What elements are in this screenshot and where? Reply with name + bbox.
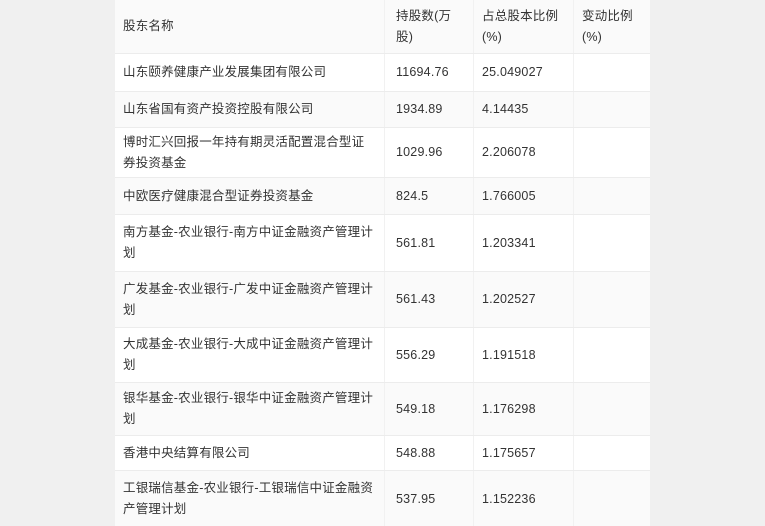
table-row: 银华基金-农业银行-银华中证金融资产管理计划 549.18 1.176298 (115, 383, 650, 436)
shares-held-cell: 824.5 (384, 178, 473, 214)
shareholder-name-cell: 广发基金-农业银行-广发中证金融资产管理计划 (123, 281, 374, 317)
pct-of-total-cell: 1.203341 (473, 215, 573, 271)
pct-of-total-cell: 1.175657 (473, 436, 573, 470)
shares-held-cell: 549.18 (384, 383, 473, 435)
table-row: 工银瑞信基金-农业银行-工银瑞信中证金融资产管理计划 537.95 1.1522… (115, 471, 650, 526)
change-pct-cell (573, 272, 650, 327)
shareholder-name-cell: 山东省国有资产投资控股有限公司 (123, 102, 314, 116)
change-pct-cell (573, 215, 650, 271)
column-header-shares-held: 持股数(万股) (384, 0, 473, 53)
pct-of-total-cell: 25.049027 (473, 54, 573, 91)
change-pct-cell (573, 128, 650, 177)
table-header-row: 股东名称 持股数(万股) 占总股本比例(%) 变动比例(%) (115, 0, 650, 54)
shareholder-name-cell: 山东颐养健康产业发展集团有限公司 (123, 65, 327, 79)
change-pct-cell (573, 92, 650, 127)
shareholder-name-cell: 工银瑞信基金-农业银行-工银瑞信中证金融资产管理计划 (123, 481, 374, 516)
shares-held-cell: 548.88 (384, 436, 473, 470)
shareholders-table: 股东名称 持股数(万股) 占总股本比例(%) 变动比例(%) 山东颐养健康产业发… (115, 0, 650, 526)
table-row: 中欧医疗健康混合型证券投资基金 824.5 1.766005 (115, 178, 650, 215)
shares-held-cell: 556.29 (384, 328, 473, 382)
shares-held-cell: 561.43 (384, 272, 473, 327)
shares-held-cell: 537.95 (384, 471, 473, 526)
shareholder-name-cell: 大成基金-农业银行-大成中证金融资产管理计划 (123, 337, 374, 372)
change-pct-cell (573, 328, 650, 382)
pct-of-total-cell: 1.176298 (473, 383, 573, 435)
table-row: 香港中央结算有限公司 548.88 1.175657 (115, 436, 650, 471)
shares-held-cell: 1934.89 (384, 92, 473, 127)
table-row: 大成基金-农业银行-大成中证金融资产管理计划 556.29 1.191518 (115, 328, 650, 383)
change-pct-cell (573, 471, 650, 526)
column-header-change-pct: 变动比例(%) (573, 0, 650, 53)
shareholder-name-cell: 香港中央结算有限公司 (123, 445, 251, 460)
pct-of-total-cell: 1.202527 (473, 272, 573, 327)
change-pct-cell (573, 383, 650, 435)
column-header-pct-of-total: 占总股本比例(%) (473, 0, 573, 53)
column-header-shareholder-name: 股东名称 (123, 19, 174, 33)
shareholder-name-cell: 博时汇兴回报一年持有期灵活配置混合型证券投资基金 (123, 134, 365, 170)
shareholder-name-cell: 银华基金-农业银行-银华中证金融资产管理计划 (123, 391, 374, 426)
pct-of-total-cell: 1.152236 (473, 471, 573, 526)
shares-held-cell: 1029.96 (384, 128, 473, 177)
table-row: 南方基金-农业银行-南方中证金融资产管理计划 561.81 1.203341 (115, 215, 650, 272)
table-row: 广发基金-农业银行-广发中证金融资产管理计划 561.43 1.202527 (115, 272, 650, 328)
pct-of-total-cell: 2.206078 (473, 128, 573, 177)
pct-of-total-cell: 1.191518 (473, 328, 573, 382)
change-pct-cell (573, 436, 650, 470)
table-row: 山东省国有资产投资控股有限公司 1934.89 4.14435 (115, 92, 650, 128)
shares-held-cell: 11694.76 (384, 54, 473, 91)
table-row: 山东颐养健康产业发展集团有限公司 11694.76 25.049027 (115, 54, 650, 92)
pct-of-total-cell: 4.14435 (473, 92, 573, 127)
shareholder-name-cell: 南方基金-农业银行-南方中证金融资产管理计划 (123, 225, 374, 260)
shareholder-name-cell: 中欧医疗健康混合型证券投资基金 (123, 188, 314, 203)
pct-of-total-cell: 1.766005 (473, 178, 573, 214)
change-pct-cell (573, 178, 650, 214)
change-pct-cell (573, 54, 650, 91)
table-row: 博时汇兴回报一年持有期灵活配置混合型证券投资基金 1029.96 2.20607… (115, 128, 650, 178)
shares-held-cell: 561.81 (384, 215, 473, 271)
